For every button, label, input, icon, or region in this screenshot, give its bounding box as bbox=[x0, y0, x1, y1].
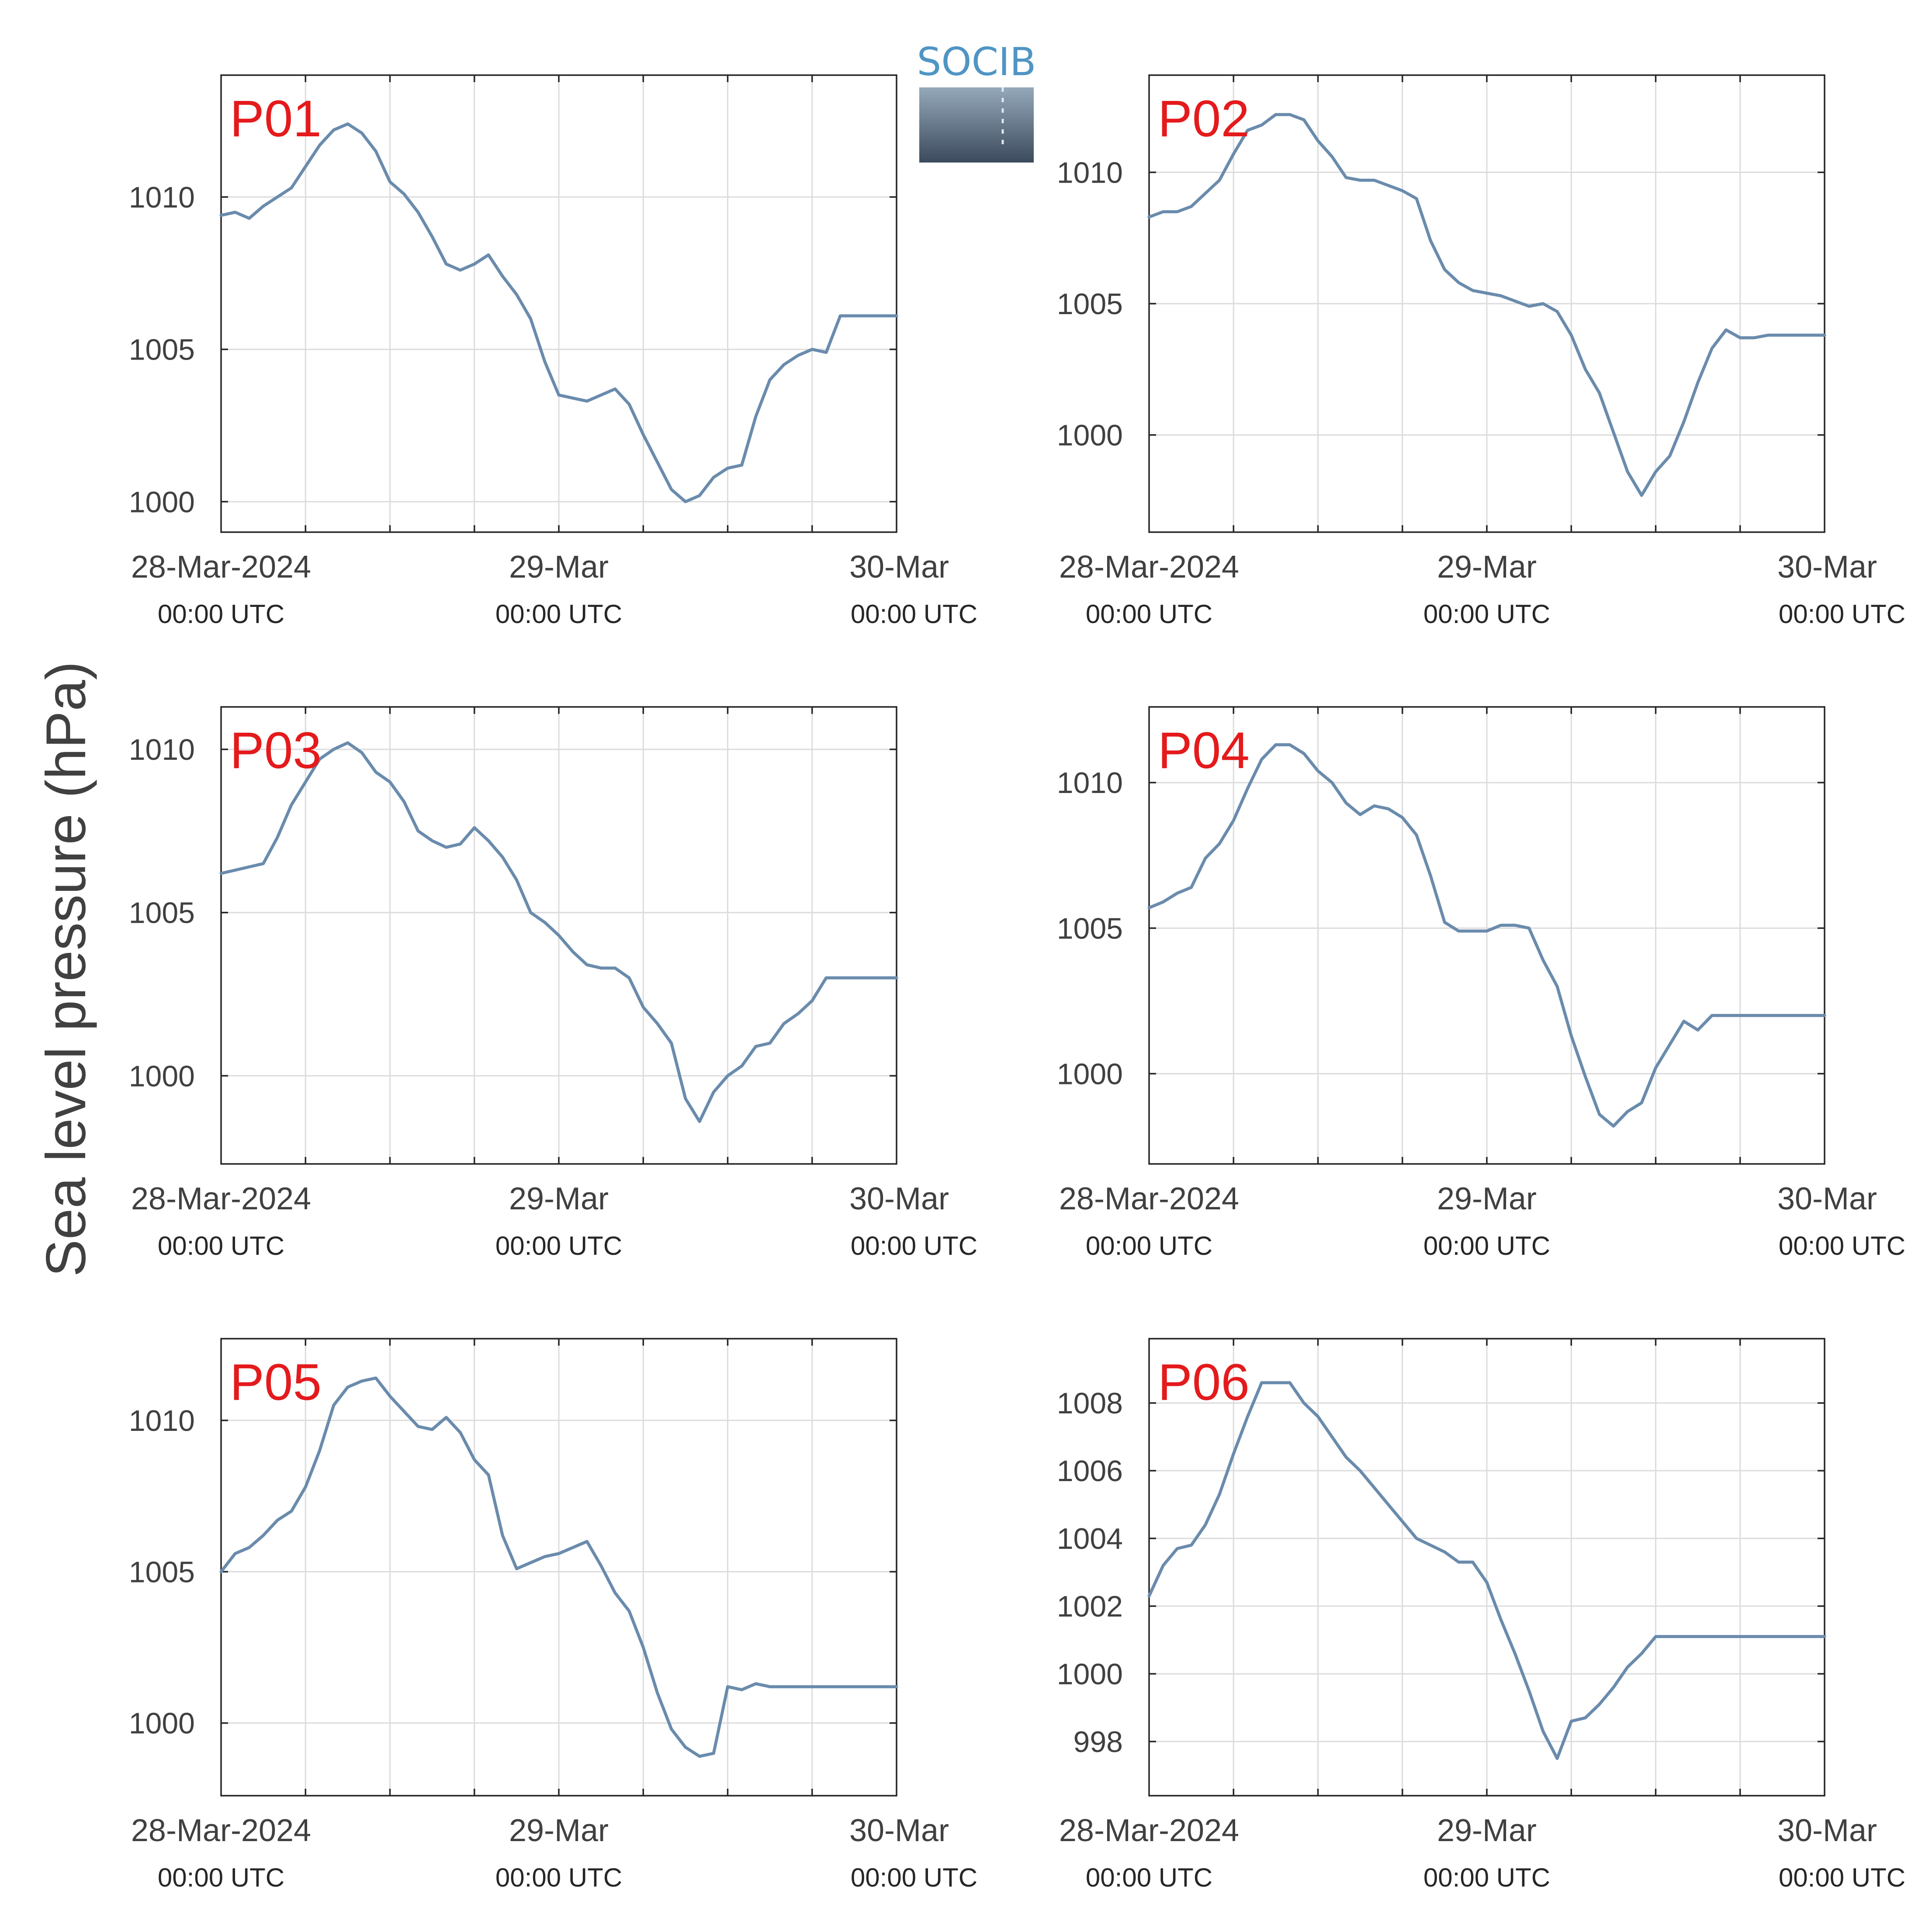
x-tick-sublabel: 00:00 UTC bbox=[1086, 1231, 1212, 1260]
y-tick-label: 1005 bbox=[129, 333, 195, 367]
x-tick-label: 29-Mar bbox=[1437, 550, 1537, 585]
x-tick-label: 29-Mar bbox=[1437, 1813, 1537, 1848]
pressure-series-line bbox=[219, 1376, 898, 1758]
panel-p06: 998 1000 1002 1004 1006 1008 28-Mar-2024 00:00 … bbox=[1057, 1338, 1905, 1892]
x-tick-sublabel: 00:00 UTC bbox=[1423, 599, 1550, 629]
y-tick-label: 1010 bbox=[1057, 766, 1123, 800]
y-tick-label: 1000 bbox=[129, 1059, 195, 1093]
x-tick-sublabel: 00:00 UTC bbox=[158, 599, 284, 629]
panel-p04: 1000 1005 1010 28-Mar-2024 00:00 UTC 29-Mar 00… bbox=[1057, 706, 1905, 1260]
y-tick-label: 1010 bbox=[129, 1404, 195, 1437]
x-tick-label: 28-Mar-2024 bbox=[1059, 1181, 1239, 1216]
y-tick-label: 1004 bbox=[1057, 1522, 1123, 1555]
panel-label: P01 bbox=[230, 90, 322, 148]
y-tick-label: 1000 bbox=[1057, 1057, 1123, 1091]
x-tick-sublabel: 00:00 UTC bbox=[1779, 1863, 1905, 1892]
y-tick-label: 998 bbox=[1074, 1725, 1123, 1759]
x-tick-label: 30-Mar bbox=[1777, 1181, 1877, 1216]
y-tick-label: 1005 bbox=[129, 1555, 195, 1589]
x-tick-sublabel: 00:00 UTC bbox=[1423, 1863, 1550, 1892]
pressure-series-line bbox=[219, 741, 898, 1123]
x-tick-sublabel: 00:00 UTC bbox=[495, 1863, 622, 1892]
y-tick-label: 1005 bbox=[129, 897, 195, 930]
x-tick-sublabel: 00:00 UTC bbox=[1086, 599, 1212, 629]
x-tick-label: 30-Mar bbox=[1777, 550, 1877, 585]
panel-label: P05 bbox=[230, 1354, 322, 1411]
y-tick-label: 1006 bbox=[1057, 1454, 1123, 1488]
panel-label: P06 bbox=[1158, 1354, 1250, 1411]
panel-p03: 1000 1005 1010 28-Mar-2024 00:00 UTC 29-Mar 00… bbox=[129, 706, 977, 1260]
panel-p05: 1000 1005 1010 28-Mar-2024 00:00 UTC 29-Mar 00… bbox=[129, 1338, 977, 1892]
x-tick-label: 28-Mar-2024 bbox=[131, 550, 311, 585]
x-tick-label: 28-Mar-2024 bbox=[131, 1813, 311, 1848]
pressure-series-line bbox=[1147, 743, 1826, 1128]
y-tick-label: 1000 bbox=[1057, 1658, 1123, 1691]
x-tick-label: 29-Mar bbox=[509, 1181, 609, 1216]
x-tick-sublabel: 00:00 UTC bbox=[1423, 1231, 1550, 1260]
y-tick-label: 1000 bbox=[129, 485, 195, 519]
x-tick-label: 29-Mar bbox=[1437, 1181, 1537, 1216]
logo-text: SOCIB bbox=[917, 39, 1036, 84]
x-tick-label: 29-Mar bbox=[509, 1813, 609, 1848]
x-tick-sublabel: 00:00 UTC bbox=[158, 1863, 284, 1892]
panel-label: P04 bbox=[1158, 722, 1250, 779]
panel-label: P02 bbox=[1158, 90, 1250, 148]
panel-p01: 1000 1005 1010 28-Mar-2024 00:00 UTC 29-Mar 00… bbox=[129, 74, 977, 629]
y-tick-label: 1010 bbox=[129, 733, 195, 766]
y-tick-label: 1000 bbox=[1057, 419, 1123, 452]
x-tick-sublabel: 00:00 UTC bbox=[851, 599, 977, 629]
pressure-series-line bbox=[219, 122, 898, 503]
y-tick-label: 1010 bbox=[1057, 156, 1123, 189]
x-tick-label: 28-Mar-2024 bbox=[131, 1181, 311, 1216]
panels: 1000 1005 1010 28-Mar-2024 00:00 UTC 29-Mar 00… bbox=[129, 74, 1905, 1892]
panel-p02: 1000 1005 1010 28-Mar-2024 00:00 UTC 29-Mar 00… bbox=[1057, 74, 1905, 629]
panel-label: P03 bbox=[230, 722, 322, 779]
x-tick-label: 28-Mar-2024 bbox=[1059, 550, 1239, 585]
y-tick-label: 1005 bbox=[1057, 912, 1123, 945]
pressure-series-line bbox=[1147, 113, 1826, 497]
socib-logo: SOCIB bbox=[917, 39, 1036, 163]
x-tick-sublabel: 00:00 UTC bbox=[1086, 1863, 1212, 1892]
x-tick-label: 30-Mar bbox=[849, 550, 949, 585]
y-tick-label: 1005 bbox=[1057, 287, 1123, 321]
x-tick-label: 30-Mar bbox=[1777, 1813, 1877, 1848]
y-axis-label: Sea level pressure (hPa) bbox=[35, 661, 97, 1277]
x-tick-sublabel: 00:00 UTC bbox=[1779, 599, 1905, 629]
x-tick-sublabel: 00:00 UTC bbox=[495, 1231, 622, 1260]
x-tick-sublabel: 00:00 UTC bbox=[851, 1231, 977, 1260]
y-tick-label: 1002 bbox=[1057, 1590, 1123, 1623]
x-tick-label: 30-Mar bbox=[849, 1181, 949, 1216]
x-tick-label: 28-Mar-2024 bbox=[1059, 1813, 1239, 1848]
x-tick-sublabel: 00:00 UTC bbox=[851, 1863, 977, 1892]
x-tick-sublabel: 00:00 UTC bbox=[158, 1231, 284, 1260]
logo-wave bbox=[919, 78, 1034, 87]
y-tick-label: 1008 bbox=[1057, 1387, 1123, 1420]
logo-gradient-box bbox=[919, 83, 1034, 163]
y-tick-label: 1000 bbox=[129, 1707, 195, 1740]
y-tick-label: 1010 bbox=[129, 181, 195, 214]
x-tick-sublabel: 00:00 UTC bbox=[495, 599, 622, 629]
x-tick-sublabel: 00:00 UTC bbox=[1779, 1231, 1905, 1260]
pressure-series-line bbox=[1147, 1381, 1826, 1760]
x-tick-label: 30-Mar bbox=[849, 1813, 949, 1848]
x-tick-label: 29-Mar bbox=[509, 550, 609, 585]
